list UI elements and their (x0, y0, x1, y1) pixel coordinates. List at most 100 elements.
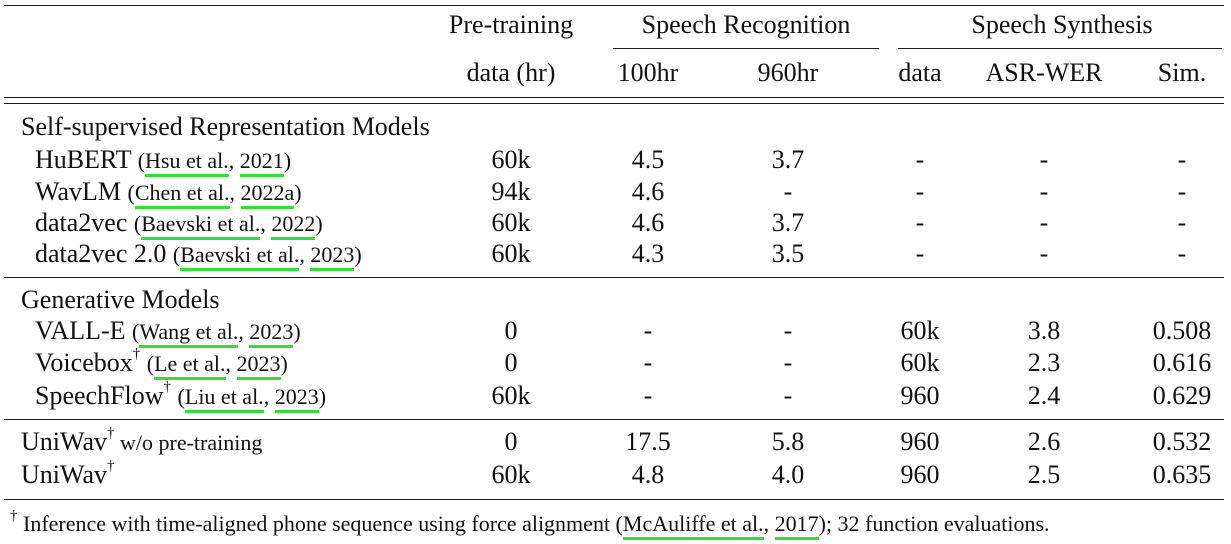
model-name: WavLM (35, 177, 121, 206)
model-name: VALL-E (35, 316, 126, 345)
cell-syn-data: 960 (900, 460, 940, 489)
cell-sim: - (1177, 239, 1187, 268)
dagger-mark: † (132, 346, 141, 363)
cell-pretrain: 0 (504, 316, 518, 345)
citation[interactable]: (Liu et al., 2023) (178, 384, 326, 413)
cell-960hr: 3.7 (771, 208, 805, 237)
cell-sim: 0.635 (1152, 460, 1212, 489)
header-pretraining-bottom: data (hr) (466, 58, 556, 87)
cell-asr-wer: 2.5 (1027, 460, 1061, 489)
speech-synthesis-underline (898, 48, 1222, 49)
citation-year-link[interactable]: 2022a (240, 180, 295, 209)
cell-sim: 0.616 (1152, 348, 1212, 377)
cell-100hr: - (643, 381, 653, 410)
cell-asr-wer: - (1039, 208, 1049, 237)
citation[interactable]: (Baevski et al., 2022) (134, 211, 323, 240)
citation-authors-link[interactable]: Le et al. (154, 351, 226, 380)
citation-year-link[interactable]: 2022 (271, 211, 316, 240)
citation-year-link[interactable]: 2023 (310, 242, 355, 271)
citation-year-link[interactable]: 2021 (239, 148, 284, 177)
footnote-cite-sep: , (763, 511, 775, 536)
model-name: UniWav (21, 427, 107, 456)
model-name: data2vec 2.0 (35, 239, 167, 268)
cell-100hr: - (643, 316, 653, 345)
table-row-model: SpeechFlow† (Liu et al., 2023) (35, 380, 326, 413)
cell-sim: 0.508 (1152, 316, 1212, 345)
model-name: HuBERT (35, 145, 132, 174)
citation-authors-link[interactable]: Hsu et al. (145, 148, 229, 177)
cell-960hr: 3.7 (771, 145, 805, 174)
cell-asr-wer: 2.4 (1027, 381, 1061, 410)
citation-year-link[interactable]: 2023 (274, 384, 319, 413)
cell-asr-wer: 2.3 (1027, 348, 1061, 377)
cell-sim: - (1177, 208, 1187, 237)
table-row-model: WavLM (Chen et al., 2022a) (35, 176, 302, 209)
speech-recognition-underline (613, 48, 879, 49)
cell-pretrain: 0 (504, 348, 518, 377)
cell-pretrain: 60k (491, 381, 531, 410)
cell-pretrain: 60k (491, 208, 531, 237)
citation-authors-link[interactable]: McAuliffe et al. (622, 511, 764, 540)
citation[interactable]: (Hsu et al., 2021) (138, 148, 291, 177)
citation[interactable]: (Chen et al., 2022a) (128, 180, 302, 209)
table-row-model: VALL-E (Wang et al., 2023) (35, 315, 301, 348)
cell-pretrain: 60k (491, 239, 531, 268)
cell-960hr: - (783, 348, 793, 377)
cell-syn-data: - (915, 239, 925, 268)
citation-authors-link[interactable]: Baevski et al. (141, 211, 261, 240)
citation-authors-link[interactable]: Liu et al. (184, 384, 264, 413)
cell-pretrain: 60k (491, 460, 531, 489)
header-960hr: 960hr (757, 58, 819, 87)
cell-960hr: - (783, 316, 793, 345)
cell-960hr: - (783, 177, 793, 206)
cell-960hr: 4.0 (771, 460, 805, 489)
citation-authors-link[interactable]: Wang et al. (139, 319, 239, 348)
dagger-mark: † (107, 458, 115, 475)
cell-100hr: 4.6 (631, 177, 665, 206)
section-divider (4, 277, 1224, 278)
cell-960hr: 5.8 (771, 427, 805, 456)
model-suffix: w/o pre-training (114, 430, 263, 455)
cell-asr-wer: 2.6 (1027, 427, 1061, 456)
header-speech-synthesis: Speech Synthesis (971, 10, 1153, 39)
cell-100hr: 4.6 (631, 208, 665, 237)
citation-year-link[interactable]: 2023 (249, 319, 294, 348)
cell-sim: - (1177, 145, 1187, 174)
section-divider (4, 419, 1224, 420)
cell-syn-data: 60k (900, 348, 940, 377)
cell-syn-data: 960 (900, 427, 940, 456)
cell-sim: 0.532 (1152, 427, 1212, 456)
cell-syn-data: 60k (900, 316, 940, 345)
header-asr-wer: ASR-WER (985, 58, 1103, 87)
cell-pretrain: 0 (504, 427, 518, 456)
table-row-model: data2vec (Baevski et al., 2022) (35, 207, 323, 240)
cell-syn-data: - (915, 177, 925, 206)
table-footnote: † Inference with time-aligned phone sequ… (10, 507, 1050, 540)
header-sim: Sim. (1157, 58, 1207, 87)
cell-asr-wer: 3.8 (1027, 316, 1061, 345)
cell-sim: - (1177, 177, 1187, 206)
header-pretraining-top: Pre-training (448, 10, 574, 39)
table-row-model: Voicebox† (Le et al., 2023) (35, 347, 288, 380)
table-row-model: data2vec 2.0 (Baevski et al., 2023) (35, 238, 362, 271)
cell-pretrain: 94k (491, 177, 531, 206)
model-name: UniWav (21, 460, 107, 489)
header-data: data (898, 58, 942, 87)
citation[interactable]: (Baevski et al., 2023) (173, 242, 362, 271)
cell-asr-wer: - (1039, 239, 1049, 268)
cell-sim: 0.629 (1152, 381, 1212, 410)
citation[interactable]: (Wang et al., 2023) (132, 319, 301, 348)
model-name: data2vec (35, 208, 128, 237)
footnote-text-post: ); 32 function evaluations. (818, 511, 1050, 536)
citation-authors-link[interactable]: Chen et al. (134, 180, 230, 209)
citation-authors-link[interactable]: Baevski et al. (180, 242, 300, 271)
footnote-text-pre: Inference with time-aligned phone sequen… (17, 511, 623, 536)
header-double-rule-bottom (4, 103, 1224, 104)
citation-year-link[interactable]: 2023 (236, 351, 281, 380)
citation-year-link[interactable]: 2017 (774, 511, 819, 540)
dagger-mark: † (163, 379, 172, 396)
citation[interactable]: (Le et al., 2023) (147, 351, 288, 380)
dagger-mark: † (10, 507, 18, 524)
header-100hr: 100hr (617, 58, 679, 87)
table-row-model: UniWav† w/o pre-training (21, 426, 262, 459)
